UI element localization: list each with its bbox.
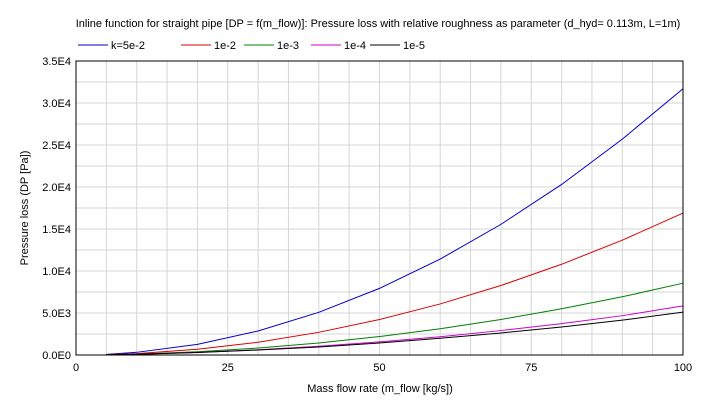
- x-tick-label: 0: [73, 362, 79, 374]
- series-line: [106, 88, 684, 355]
- legend-label: k=5e-2: [111, 40, 145, 52]
- y-tick-label: 1.0E4: [42, 266, 71, 278]
- y-ticks: 0.0E0 5.0E3 1.0E4 1.5E4 2.0E4 2.5E4 3.0E4 3.5E4: [42, 56, 71, 362]
- y-axis-label: Pressure loss (DP [Pa]): [19, 151, 31, 266]
- y-tick-label: 3.5E4: [42, 56, 71, 68]
- y-tick-label: 2.0E4: [42, 182, 71, 194]
- x-ticks: 0 25 50 75 100: [73, 362, 692, 374]
- plot-frame: [75, 60, 684, 356]
- series-line: [106, 212, 684, 356]
- y-tick-label: 0.0E0: [42, 350, 71, 362]
- x-axis-label: Mass flow rate (m_flow [kg/s]): [307, 383, 452, 395]
- y-tick-label: 2.5E4: [42, 140, 71, 152]
- x-tick-label: 100: [674, 362, 692, 374]
- y-tick-label: 5.0E3: [42, 308, 71, 320]
- legend-label: 1e-4: [344, 40, 366, 52]
- grid: [76, 61, 683, 355]
- series-layer: [106, 88, 684, 356]
- series-line: [106, 311, 684, 356]
- y-tick-label: 3.0E4: [42, 98, 71, 110]
- series-line: [106, 282, 684, 356]
- chart-title: Inline function for straight pipe [DP = …: [76, 18, 681, 30]
- legend-label: 1e-3: [277, 40, 299, 52]
- x-tick-label: 50: [373, 362, 385, 374]
- legend: k=5e-2 1e-2 1e-3 1e-4 1e-5: [78, 40, 425, 52]
- legend-label: 1e-5: [403, 40, 425, 52]
- y-tick-label: 1.5E4: [42, 224, 71, 236]
- legend-label: 1e-2: [214, 40, 236, 52]
- x-tick-label: 25: [222, 362, 234, 374]
- x-tick-label: 75: [525, 362, 537, 374]
